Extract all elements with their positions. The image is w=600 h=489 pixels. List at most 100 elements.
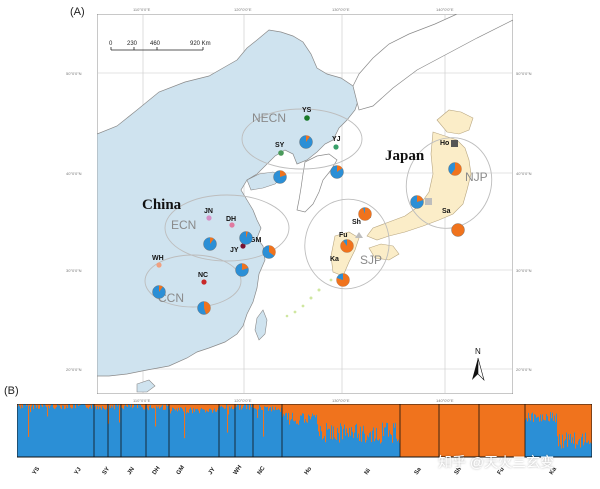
structure-column	[141, 404, 143, 407]
scale-tick-0: 0	[109, 41, 113, 47]
structure-column	[306, 404, 308, 422]
structure-column	[327, 404, 329, 430]
structure-column	[229, 404, 231, 407]
structure-column	[454, 404, 456, 457]
scale-bar: 0 230 460 920 Km	[109, 41, 211, 51]
structure-column	[54, 404, 56, 410]
structure-column	[350, 404, 352, 436]
structure-column	[203, 404, 205, 410]
xlabel-sa: Sa	[414, 466, 424, 476]
structure-column	[108, 404, 110, 424]
structure-column	[577, 404, 579, 445]
structure-column	[578, 404, 580, 441]
structure-column	[544, 404, 546, 421]
structure-column	[340, 404, 342, 424]
structure-column	[154, 404, 156, 409]
structure-column	[501, 404, 503, 457]
structure-column	[275, 404, 277, 407]
structure-column	[145, 404, 147, 407]
pop-label-jn: JN	[204, 208, 213, 215]
structure-column	[330, 404, 332, 439]
structure-column	[20, 404, 22, 409]
structure-column	[561, 404, 563, 449]
structure-column	[179, 404, 181, 411]
structure-column	[132, 404, 134, 409]
structure-column	[112, 404, 114, 408]
structure-column	[480, 404, 482, 457]
pie-slice-fu	[340, 239, 354, 253]
structure-column	[172, 404, 174, 408]
structure-column	[185, 404, 187, 408]
structure-column	[388, 404, 390, 437]
structure-column	[219, 404, 221, 406]
structure-column	[303, 404, 305, 414]
structure-column	[374, 404, 376, 442]
pop-label-fu: Fu	[339, 232, 348, 239]
structure-column	[444, 404, 446, 457]
structure-column	[71, 404, 73, 409]
structure-column	[380, 404, 382, 444]
structure-column	[31, 404, 33, 407]
structure-column	[281, 404, 283, 408]
structure-column	[324, 404, 326, 437]
structure-bars	[17, 404, 592, 457]
structure-column	[442, 404, 444, 457]
structure-column	[390, 404, 392, 434]
structure-column	[120, 404, 122, 406]
structure-column	[97, 404, 99, 407]
structure-column	[168, 404, 170, 406]
structure-column	[175, 404, 177, 411]
structure-column	[28, 404, 30, 437]
structure-column	[121, 404, 123, 408]
structure-column	[212, 404, 214, 413]
structure-column	[288, 404, 290, 413]
structure-column	[499, 404, 501, 457]
xlabel-ka: Ka	[549, 466, 559, 476]
structure-column	[554, 404, 556, 416]
structure-column	[435, 404, 437, 457]
structure-column	[397, 404, 399, 442]
structure-column	[60, 404, 62, 408]
structure-column	[325, 404, 327, 443]
structure-column	[464, 404, 466, 457]
pie-slice-nc	[204, 301, 211, 315]
structure-column	[144, 404, 146, 410]
structure-column	[263, 404, 265, 437]
structure-column	[408, 404, 410, 457]
structure-column	[367, 404, 369, 436]
lat-label-30-left: 30°0'0"N	[66, 268, 82, 273]
structure-column	[322, 404, 324, 440]
pop-label-ys: YS	[302, 107, 312, 114]
structure-column	[548, 404, 550, 421]
structure-column	[377, 404, 379, 440]
structure-column	[104, 404, 106, 410]
structure-column	[113, 404, 115, 406]
structure-column	[334, 404, 336, 438]
structure-column	[137, 404, 139, 409]
structure-column	[196, 404, 198, 410]
structure-column	[498, 404, 500, 457]
structure-column	[476, 404, 478, 457]
structure-column	[39, 404, 41, 409]
structure-column	[88, 404, 90, 409]
structure-column	[41, 404, 43, 406]
structure-column	[161, 404, 163, 407]
structure-column	[320, 404, 322, 427]
structure-column	[264, 404, 266, 407]
group-separators	[93, 404, 526, 457]
structure-column	[197, 404, 199, 409]
admixture-pies	[152, 135, 465, 315]
structure-column	[342, 404, 344, 440]
pie-slice-dh	[246, 231, 249, 238]
structure-column	[192, 404, 194, 414]
scale-tick-230: 230	[127, 41, 138, 47]
structure-column	[337, 404, 339, 428]
structure-column	[261, 404, 263, 410]
structure-column	[221, 404, 223, 407]
structure-column	[66, 404, 68, 406]
pie-sa	[451, 223, 465, 237]
structure-column	[292, 404, 294, 413]
structure-column	[526, 404, 528, 419]
structure-column	[195, 404, 197, 409]
structure-column	[396, 404, 398, 439]
